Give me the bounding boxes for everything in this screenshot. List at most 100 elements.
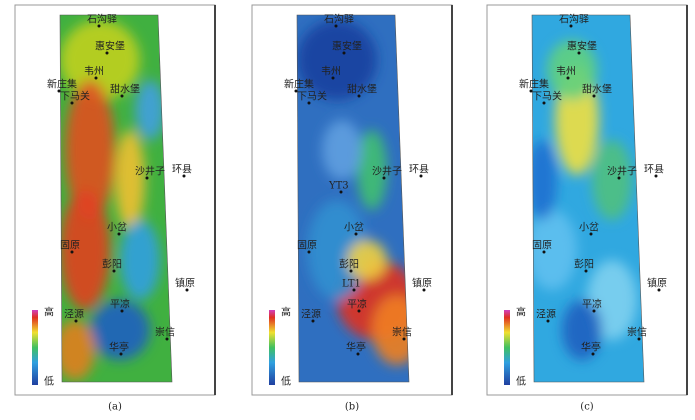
place-dot — [657, 288, 661, 292]
place-label: 环县 — [172, 164, 192, 176]
place-label: 平凉 — [347, 298, 367, 311]
place-label: 泾源 — [301, 308, 321, 321]
legend-low: 低 — [281, 375, 291, 388]
place-dot — [339, 190, 343, 194]
place-dot — [542, 250, 546, 254]
place-dot — [402, 337, 406, 341]
map-blob — [297, 20, 377, 100]
place-label: 平凉 — [582, 298, 602, 311]
place-label: 镇原 — [175, 277, 195, 290]
place-label: 固原 — [532, 240, 552, 252]
place-label: 华亭 — [109, 341, 129, 354]
place-label: 惠安堡 — [95, 40, 125, 53]
place-dot — [356, 352, 360, 356]
place-dot — [589, 232, 593, 236]
map-blobs — [60, 20, 165, 380]
place-label: 韦州 — [321, 66, 341, 78]
map-blob — [372, 295, 409, 365]
legend-low: 低 — [44, 375, 54, 388]
place-dot — [182, 174, 186, 178]
place-label: 韦州 — [556, 66, 576, 78]
place-dot — [294, 89, 298, 93]
place-label: 新庄集 — [284, 78, 314, 91]
place-dot — [120, 309, 124, 313]
place-dot — [74, 319, 78, 323]
place-label: 沙井子 — [135, 165, 165, 178]
place-label: 石沟驿 — [87, 13, 117, 26]
place-dot — [105, 51, 109, 55]
place-dot — [185, 288, 189, 292]
place-dot — [311, 319, 315, 323]
place-label: LT1 — [342, 279, 361, 290]
place-dot — [165, 337, 169, 341]
place-dot — [592, 94, 596, 98]
map-blob — [532, 140, 557, 220]
place-dot — [112, 269, 116, 273]
place-label: 甜水堡 — [347, 83, 377, 96]
place-dot — [357, 309, 361, 313]
place-label: 下马关 — [532, 90, 562, 103]
place-dot — [592, 309, 596, 313]
map-blobs — [532, 40, 637, 360]
place-dot — [566, 76, 570, 80]
map-blob — [60, 190, 110, 310]
place-dot — [422, 288, 426, 292]
map-surface — [297, 15, 409, 382]
map-blob — [307, 200, 367, 300]
place-label: 石沟驿 — [324, 13, 354, 26]
place-label: 泾源 — [536, 308, 556, 321]
place-dot — [145, 176, 149, 180]
place-label: 惠安堡 — [332, 40, 362, 53]
place-dot — [119, 352, 123, 356]
place-dot — [94, 76, 98, 80]
place-dot — [584, 269, 588, 273]
map-blob — [547, 40, 597, 100]
place-label: 彭阳 — [339, 258, 359, 271]
place-dot — [70, 101, 74, 105]
map-blob — [532, 210, 577, 290]
map-blob — [135, 80, 165, 140]
place-label: 沙井子 — [372, 165, 402, 178]
place-dot — [349, 269, 353, 273]
map-blob — [60, 320, 95, 380]
place-label: 固原 — [297, 240, 317, 252]
legend-bar — [269, 310, 275, 385]
place-label: 崇信 — [155, 327, 175, 339]
place-label: 石沟驿 — [559, 13, 589, 26]
legend-low: 低 — [516, 375, 526, 388]
place-dot — [617, 176, 621, 180]
map-outline — [296, 14, 410, 383]
place-dot — [352, 288, 356, 292]
place-dot — [342, 51, 346, 55]
map-blob — [592, 140, 632, 220]
place-dot — [419, 174, 423, 178]
place-label: 固原 — [60, 240, 80, 252]
place-label: 崇信 — [392, 327, 412, 339]
place-label: 韦州 — [84, 66, 104, 78]
place-dot — [654, 174, 658, 178]
map-blob — [357, 130, 387, 210]
place-label: 彭阳 — [574, 258, 594, 271]
place-label: 小岔 — [579, 222, 599, 234]
place-dot — [120, 94, 124, 98]
place-label: 崇信 — [627, 327, 647, 339]
map-outline — [531, 14, 645, 383]
place-label: 华亭 — [581, 341, 601, 354]
map-blob — [322, 120, 362, 180]
place-label: 新庄集 — [47, 78, 77, 91]
place-label: 甜水堡 — [110, 83, 140, 96]
place-dot — [577, 51, 581, 55]
legend-bar — [32, 310, 38, 385]
place-dot — [97, 24, 101, 28]
place-dot — [354, 232, 358, 236]
map-blobs — [297, 20, 409, 365]
place-dot — [307, 250, 311, 254]
place-label: 彭阳 — [102, 258, 122, 271]
panel-caption: (a) — [108, 402, 122, 413]
map-blob — [347, 240, 387, 280]
legend-high: 高 — [281, 306, 291, 319]
